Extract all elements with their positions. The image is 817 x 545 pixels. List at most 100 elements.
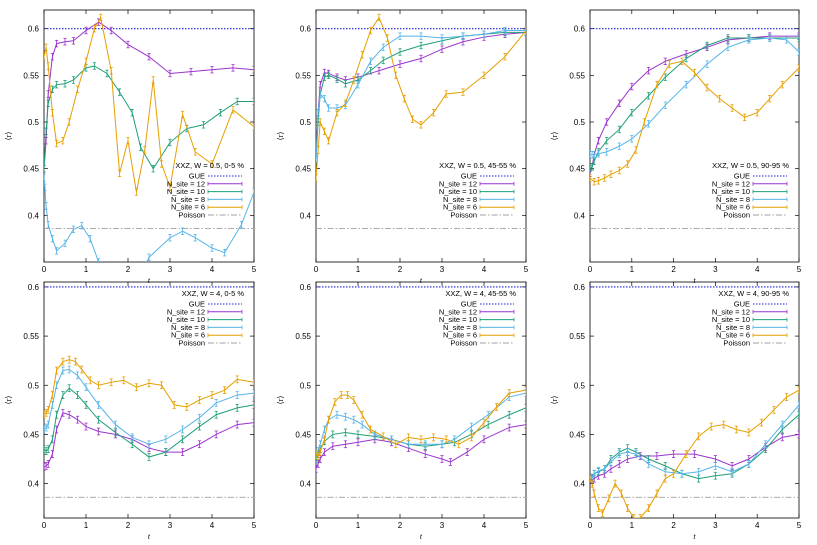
series-line-n6 — [316, 16, 526, 179]
y-tick-label: 0.4 — [574, 211, 586, 220]
x-tick-label: 5 — [797, 521, 802, 530]
x-tick-label: 1 — [356, 265, 361, 274]
x-tick-label: 5 — [797, 265, 802, 274]
plot-frame — [43, 281, 255, 519]
y-tick-label: 0.5 — [574, 381, 586, 390]
x-tick-label: 1 — [84, 265, 89, 274]
legend-label: Poisson — [178, 211, 205, 220]
y-tick-label: 0.45 — [295, 430, 311, 439]
y-tick-label: 0.5 — [28, 381, 40, 390]
x-tick-label: 1 — [356, 521, 361, 530]
y-tick-label: 0.55 — [569, 71, 585, 80]
chart-panel-6: 0 1 2 3 4 5 0.4 0.45 0.5 0.55 0.6 t ⟨r⟩ XXZ, W = 4, 9… — [550, 281, 802, 541]
x-tick-label: 3 — [168, 521, 173, 530]
series-line-n12 — [316, 31, 526, 160]
legend-label: N_site = 6 — [171, 203, 205, 212]
chart-panel-4: 0 1 2 3 4 5 0.4 0.45 0.5 0.55 0.6 t ⟨r⟩ XXZ, W = 4, 0… — [4, 281, 257, 541]
y-tick-label: 0.6 — [28, 283, 40, 292]
x-tick-label: 3 — [713, 265, 718, 274]
y-tick-label: 0.55 — [23, 332, 39, 341]
legend-label: Poisson — [723, 339, 750, 348]
x-tick-label: 1 — [630, 521, 635, 530]
x-tick-label: 3 — [440, 521, 445, 530]
legend-label: GUE — [189, 172, 205, 181]
series-line-n8 — [316, 392, 526, 455]
x-tick-label: 5 — [524, 521, 529, 530]
plot-area — [44, 13, 254, 262]
legend-label: N_site = 12 — [167, 179, 205, 188]
series-line-n8 — [590, 37, 799, 156]
plot-area — [590, 286, 799, 518]
legend-label: GUE — [734, 300, 750, 309]
plot-area — [44, 286, 254, 498]
x-axis-label: t — [148, 532, 151, 541]
legend-label: N_site = 6 — [443, 203, 477, 212]
x-axis-label: t — [693, 276, 696, 285]
legend-label: N_site = 6 — [716, 203, 750, 212]
series-line-n12 — [316, 424, 526, 470]
legend-label: N_site = 10 — [439, 187, 477, 196]
plot-area — [590, 28, 799, 229]
x-tick-label: 2 — [671, 521, 676, 530]
legend-label: N_site = 8 — [443, 323, 477, 332]
y-tick-label: 0.45 — [23, 165, 39, 174]
series-line-n6 — [44, 359, 254, 416]
legend-label: Poisson — [450, 339, 477, 348]
chart-panel-2: 0 1 2 3 4 5 0.4 0.45 0.5 0.55 0.6 t ⟨r⟩ XXZ, W = 0.5,… — [276, 9, 529, 285]
x-axis-label: t — [693, 532, 696, 541]
x-tick-label: 1 — [84, 521, 89, 530]
legend-label: N_site = 8 — [171, 323, 205, 332]
x-tick-label: 4 — [210, 521, 215, 530]
chart-panel-1: 0 1 2 3 4 5 0.4 0.45 0.5 0.55 0.6 t ⟨r⟩ XXZ, W = 0.5,… — [4, 9, 257, 285]
legend-label: N_site = 10 — [712, 315, 750, 324]
legend-label: N_site = 10 — [439, 315, 477, 324]
x-tick-label: 0 — [588, 265, 593, 274]
legend-label: N_site = 12 — [712, 307, 750, 316]
legend-title: XXZ, W = 4, 45-55 % — [445, 289, 516, 298]
y-tick-label: 0.55 — [23, 71, 39, 80]
x-tick-label: 5 — [252, 521, 257, 530]
x-tick-label: 2 — [126, 265, 131, 274]
x-tick-label: 2 — [398, 265, 403, 274]
x-tick-label: 2 — [398, 521, 403, 530]
legend-title: XXZ, W = 0.5, 90-95 % — [712, 161, 789, 170]
y-tick-label: 0.5 — [28, 118, 40, 127]
y-tick-label: 0.6 — [300, 25, 312, 34]
y-tick-label: 0.5 — [574, 118, 586, 127]
legend-title: XXZ, W = 4, 0-5 % — [182, 289, 245, 298]
chart-panel-5: 0 1 2 3 4 5 0.4 0.45 0.5 0.55 0.6 t ⟨r⟩ XXZ, W = 4, 4… — [276, 281, 529, 541]
series-line-n10 — [590, 37, 799, 170]
series-line-n10 — [316, 407, 526, 460]
y-tick-label: 0.45 — [23, 430, 39, 439]
legend-label: GUE — [734, 172, 750, 181]
legend-label: N_site = 12 — [712, 179, 750, 188]
legend-title: XXZ, W = 0.5, 0-5 % — [175, 161, 244, 170]
x-tick-label: 0 — [42, 265, 47, 274]
y-tick-label: 0.55 — [295, 71, 311, 80]
legend-label: N_site = 6 — [443, 331, 477, 340]
x-tick-label: 3 — [440, 265, 445, 274]
legend-label: Poisson — [723, 211, 750, 220]
x-axis-label: t — [420, 276, 423, 285]
legend-label: N_site = 6 — [171, 331, 205, 340]
plot-frame — [315, 9, 527, 263]
y-tick-label: 0.4 — [28, 211, 40, 220]
x-tick-label: 4 — [482, 521, 487, 530]
x-tick-label: 1 — [630, 265, 635, 274]
y-axis-label: ⟨r⟩ — [276, 132, 285, 141]
series-line-n6 — [44, 16, 254, 193]
x-tick-label: 4 — [755, 265, 760, 274]
y-tick-label: 0.45 — [569, 430, 585, 439]
y-tick-label: 0.55 — [569, 332, 585, 341]
x-tick-label: 0 — [42, 521, 47, 530]
x-tick-label: 4 — [210, 265, 215, 274]
y-tick-label: 0.4 — [574, 480, 586, 489]
legend-label: N_site = 10 — [712, 187, 750, 196]
legend-label: N_site = 6 — [716, 331, 750, 340]
y-tick-label: 0.45 — [569, 165, 585, 174]
legend-label: N_site = 8 — [716, 323, 750, 332]
